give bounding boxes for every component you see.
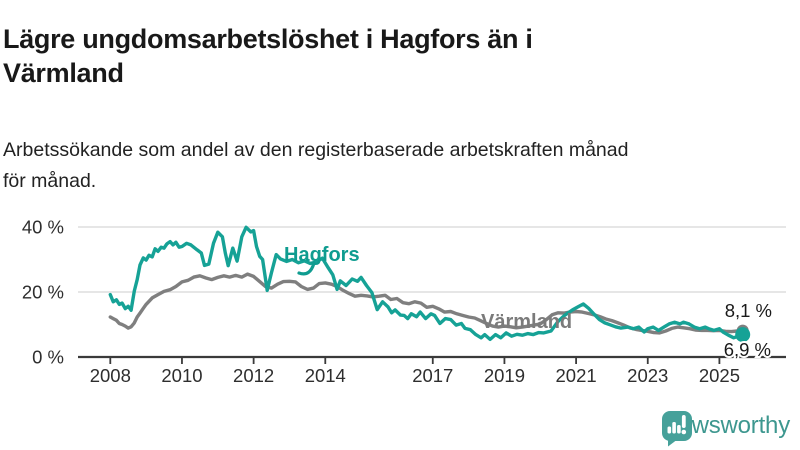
series-end-dot-hagfors xyxy=(735,327,751,343)
x-axis-label: 2017 xyxy=(412,365,453,386)
speech-bubble-shape xyxy=(662,411,693,441)
end-value-hagfors: 6,9 % xyxy=(724,339,771,360)
y-axis-label: 0 % xyxy=(32,347,64,368)
x-axis: 2008 2010 2012 2014 2017 2019 2021 2023 2025 40 %… xyxy=(22,217,786,386)
title-line-1: Lägre ungdomsarbetslöshet i Hagfors än i xyxy=(3,24,533,55)
chart-subtitle: Arbetssökande som andel av den registerb… xyxy=(3,135,793,199)
x-axis-label: 2023 xyxy=(627,365,668,386)
title-line-2: Värmland xyxy=(3,57,124,88)
series-label-hagfors: Hagfors xyxy=(284,244,360,266)
bar-chart-icon xyxy=(667,422,681,434)
gridlines xyxy=(78,226,786,293)
exclamation-icon xyxy=(681,415,687,435)
x-axis-label: 2010 xyxy=(161,365,202,386)
y-axis-label: 20 % xyxy=(22,282,64,303)
x-axis-label: 2021 xyxy=(556,365,597,386)
hagfors-pointer-arrow xyxy=(297,261,316,276)
speech-bubble-tail xyxy=(668,439,679,447)
subtitle-line-2: för månad. xyxy=(3,170,97,193)
x-axis-label: 2014 xyxy=(305,365,346,386)
x-axis-label: 2008 xyxy=(90,365,131,386)
series-line-vrmland xyxy=(108,272,745,335)
newsworthy-logo-icon xyxy=(662,411,693,447)
y-axis-label: 40 % xyxy=(22,217,64,238)
x-axis-label: 2019 xyxy=(484,365,525,386)
x-axis-label: 2025 xyxy=(699,365,740,386)
chart-series xyxy=(108,225,751,343)
page-title: Lägre ungdomsarbetslöshet i Hagfors än i… xyxy=(3,23,763,91)
newsworthy-brand[interactable]: Newsworthy xyxy=(661,408,790,447)
subtitle-line-1: Arbetssökande som andel av den registerb… xyxy=(3,138,629,161)
x-axis-label: 2012 xyxy=(233,365,274,386)
end-value-varmland: 8,1 % xyxy=(725,300,772,321)
series-line-hagfors xyxy=(108,225,745,342)
series-label-varmland: Värmland xyxy=(481,311,572,333)
